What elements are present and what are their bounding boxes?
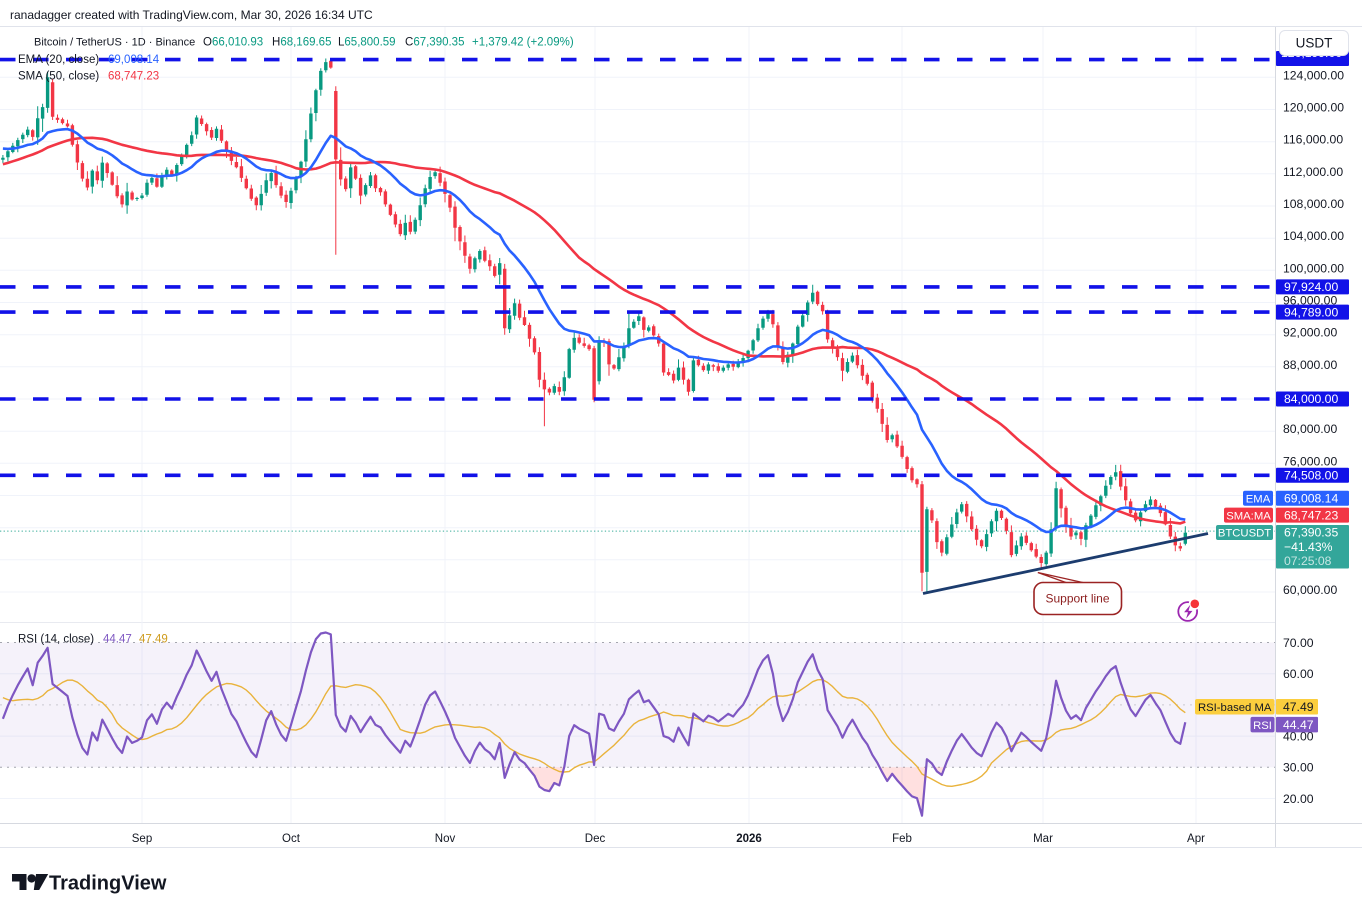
svg-text:EMA (20, close): EMA (20, close) xyxy=(18,54,99,66)
svg-text:ranadagger created with Tradin: ranadagger created with TradingView.com,… xyxy=(10,8,373,22)
svg-text:60,000.00: 60,000.00 xyxy=(1283,583,1337,597)
svg-text:96,000.00: 96,000.00 xyxy=(1283,294,1337,308)
svg-text:120,000.00: 120,000.00 xyxy=(1283,101,1344,115)
svg-text:47.49: 47.49 xyxy=(1283,700,1314,714)
svg-text:104,000.00: 104,000.00 xyxy=(1283,229,1344,243)
svg-text:67,390.35: 67,390.35 xyxy=(1284,526,1338,540)
svg-text:L65,800.59: L65,800.59 xyxy=(338,37,396,49)
svg-text:74,508.00: 74,508.00 xyxy=(1284,469,1338,483)
svg-text:Nov: Nov xyxy=(435,833,456,845)
svg-text:Mar: Mar xyxy=(1033,833,1053,845)
svg-text:88,000.00: 88,000.00 xyxy=(1283,358,1337,372)
svg-text:2026: 2026 xyxy=(736,833,762,845)
svg-text:TradingView: TradingView xyxy=(49,873,167,895)
svg-text:Oct: Oct xyxy=(282,833,301,845)
svg-text:44.47: 44.47 xyxy=(1283,718,1314,732)
svg-text:RSI-based MA: RSI-based MA xyxy=(1198,702,1272,714)
svg-text:69,008.14: 69,008.14 xyxy=(1284,492,1338,506)
svg-text:O66,010.93: O66,010.93 xyxy=(203,37,263,49)
svg-text:70.00: 70.00 xyxy=(1283,636,1314,650)
svg-text:Feb: Feb xyxy=(892,833,912,845)
svg-text:30.00: 30.00 xyxy=(1283,761,1314,775)
svg-text:07:25:08: 07:25:08 xyxy=(1284,554,1332,568)
svg-text:EMA: EMA xyxy=(1246,494,1271,506)
svg-text:116,000.00: 116,000.00 xyxy=(1283,133,1343,147)
svg-text:Apr: Apr xyxy=(1187,833,1205,845)
svg-text:44.47: 44.47 xyxy=(103,634,132,646)
svg-text:BTCUSDT: BTCUSDT xyxy=(1218,528,1271,540)
svg-text:68,747.23: 68,747.23 xyxy=(108,71,159,83)
svg-text:RSI (14, close): RSI (14, close) xyxy=(18,634,94,646)
svg-text:40.00: 40.00 xyxy=(1283,729,1314,743)
svg-text:47.49: 47.49 xyxy=(139,634,168,646)
svg-text:Sep: Sep xyxy=(132,833,152,845)
svg-text:68,747.23: 68,747.23 xyxy=(1284,508,1338,522)
svg-text:+1,379.42 (+2.09%): +1,379.42 (+2.09%) xyxy=(472,37,574,49)
svg-text:Bitcoin / TetherUS · 1D · Bina: Bitcoin / TetherUS · 1D · Binance xyxy=(34,37,195,49)
svg-text:100,000.00: 100,000.00 xyxy=(1283,261,1344,275)
svg-text:SMA (50, close): SMA (50, close) xyxy=(18,71,99,83)
svg-text:SMA:MA: SMA:MA xyxy=(1226,510,1271,522)
svg-text:C67,390.35: C67,390.35 xyxy=(405,37,464,49)
svg-text:76,000.00: 76,000.00 xyxy=(1283,454,1337,468)
svg-text:Dec: Dec xyxy=(585,833,606,845)
svg-text:−41.43%: −41.43% xyxy=(1284,540,1333,554)
svg-text:RSI: RSI xyxy=(1253,720,1272,732)
svg-text:20.00: 20.00 xyxy=(1283,792,1314,806)
svg-text:84,000.00: 84,000.00 xyxy=(1284,392,1338,406)
svg-text:112,000.00: 112,000.00 xyxy=(1283,165,1343,179)
svg-text:69,008.14: 69,008.14 xyxy=(108,54,160,66)
svg-text:80,000.00: 80,000.00 xyxy=(1283,422,1337,436)
svg-text:97,924.00: 97,924.00 xyxy=(1284,280,1338,294)
svg-text:H68,169.65: H68,169.65 xyxy=(272,37,331,49)
svg-text:USDT: USDT xyxy=(1296,36,1333,51)
svg-text:92,000.00: 92,000.00 xyxy=(1283,326,1337,340)
svg-text:108,000.00: 108,000.00 xyxy=(1283,197,1344,211)
svg-text:60.00: 60.00 xyxy=(1283,667,1314,681)
svg-text:124,000.00: 124,000.00 xyxy=(1283,68,1344,82)
svg-text:94,789.00: 94,789.00 xyxy=(1284,305,1338,319)
svg-text:Support line: Support line xyxy=(1045,592,1109,606)
